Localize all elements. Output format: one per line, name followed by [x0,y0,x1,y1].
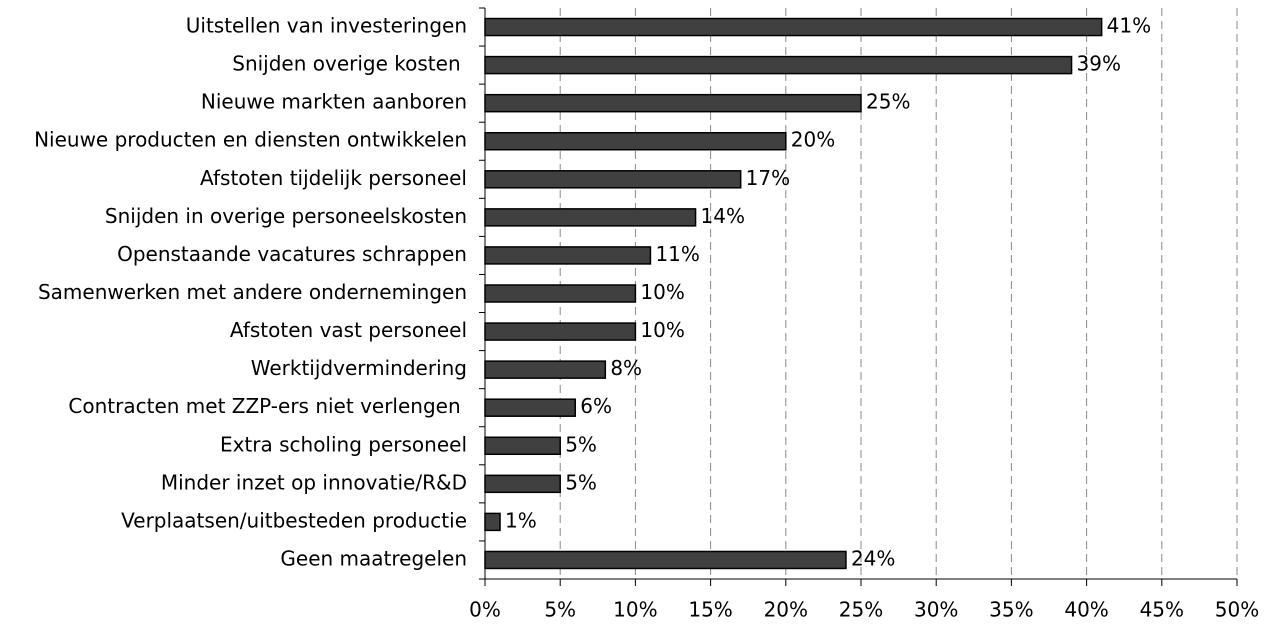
y-tick-label: Snijden in overige personeelskosten [105,204,467,228]
x-tick-label: 50% [1215,598,1259,622]
x-tick-label: 35% [989,598,1033,622]
y-tick-label: Minder inzet op innovatie/R&D [161,470,467,494]
bar [484,512,501,532]
bar [484,550,847,570]
y-tick-label: Nieuwe producten en diensten ontwikkelen [34,128,467,152]
bar [484,208,697,227]
y-tick-label: Uitstellen van investeringen [186,14,467,38]
bar [484,170,742,189]
bar [484,360,607,379]
data-label: 10% [640,280,684,304]
x-tick-label: 40% [1064,598,1108,622]
data-label: 25% [866,90,910,114]
x-tick-label: 10% [613,598,657,622]
data-label: 6% [580,394,612,418]
y-tick-label: Verplaatsen/uitbesteden productie [121,508,467,532]
y-tick-label: Samenwerken met andere ondernemingen [38,280,467,304]
x-tick-label: 45% [1140,598,1184,622]
data-label: 24% [851,546,895,570]
data-label: 5% [565,470,597,494]
data-label: 5% [565,432,597,456]
data-label: 39% [1077,52,1121,76]
data-label: 11% [655,242,699,266]
bar [484,474,561,494]
x-tick-label: 30% [914,598,958,622]
x-tick-label: 0% [469,598,501,622]
bar [484,93,862,113]
y-tick-label: Geen maatregelen [280,546,467,570]
y-tick-label: Snijden overige kosten [232,52,467,76]
bar [484,322,637,341]
y-tick-label: Openstaande vacatures schrappen [117,242,467,266]
bar [484,246,652,265]
y-tick-label: Afstoten tijdelijk personeel [200,166,467,190]
y-tick-label: Contracten met ZZP-ers niet verlengen [68,394,467,418]
data-label: 20% [791,128,835,152]
x-tick-label: 25% [839,598,883,622]
bar [484,436,561,456]
y-tick-label: Werktijdvermindering [251,356,467,380]
data-label: 10% [640,318,684,342]
y-tick-label: Extra scholing personeel [220,432,467,456]
data-label: 8% [610,356,642,380]
y-tick-label: Nieuwe markten aanboren [201,90,467,114]
y-tick-label: Afstoten vast personeel [230,318,467,342]
data-label: 1% [505,508,537,532]
x-tick-label: 5% [544,598,576,622]
bar [484,55,1073,75]
bar [484,284,637,303]
bar [484,398,576,417]
bar [484,131,787,151]
data-label: 14% [701,204,745,228]
data-label: 17% [746,166,790,190]
bar [484,17,1103,37]
data-label: 41% [1107,14,1151,38]
x-tick-label: 15% [688,598,732,622]
x-tick-label: 20% [764,598,808,622]
